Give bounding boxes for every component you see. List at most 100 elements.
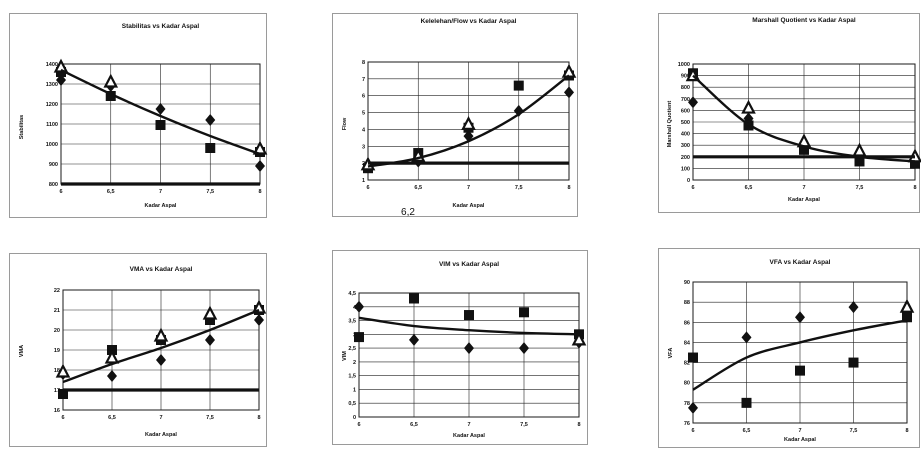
y-axis-label: Marshall Quotient xyxy=(667,101,673,148)
chart-panel-stabilitas: Stabilitas vs Kadar Aspal Kadar Aspal Stab… xyxy=(9,13,267,218)
x-tick-label: 6,5 xyxy=(414,185,422,191)
chart-panel-vim: VIM vs Kadar Aspal Kadar Aspal VIM 0 0,5 1 1,5… xyxy=(332,250,588,445)
y-tick-label: 800 xyxy=(681,85,690,91)
chart-panel-vma: VMA vs Kadar Aspal Kadar Aspal VMA 16 17 18 19… xyxy=(9,253,267,447)
y-tick-label: 6 xyxy=(362,94,365,100)
x-tick-label: 6,5 xyxy=(745,185,753,191)
x-tick-label: 6,5 xyxy=(743,428,751,434)
x-tick-label: 6 xyxy=(691,185,694,191)
y-tick-label: 0,5 xyxy=(348,401,356,407)
y-tick-label: 3 xyxy=(362,144,365,150)
x-tick-label: 7 xyxy=(802,185,805,191)
y-tick-label: 0 xyxy=(687,178,690,184)
chart-svg: Stabilitas vs Kadar Aspal Kadar Aspal Stab… xyxy=(10,14,268,219)
x-tick-label: 7,5 xyxy=(850,428,858,434)
point-square xyxy=(156,120,166,130)
x-tick-label: 7 xyxy=(467,185,470,191)
x-tick-label: 8 xyxy=(258,189,261,195)
y-tick-label: 78 xyxy=(684,401,690,407)
point-square xyxy=(354,332,364,342)
chart-svg: Marshall Quotient vs Kadar Aspal Kadar As… xyxy=(659,14,921,214)
chart-svg: VIM vs Kadar Aspal Kadar Aspal VIM 0 0,5 1 1,5… xyxy=(333,251,589,446)
y-tick-label: 84 xyxy=(684,340,691,346)
y-tick-label: 100 xyxy=(681,166,690,172)
point-square xyxy=(519,307,529,317)
y-axis-label: VIM xyxy=(342,351,348,361)
chart-svg: Kelelehan/Flow vs Kadar Aspal Kadar Aspal… xyxy=(333,14,579,218)
x-tick-label: 7,5 xyxy=(520,422,528,428)
x-tick-label: 8 xyxy=(913,185,916,191)
x-axis-label: Kadar Aspal xyxy=(145,203,177,209)
x-tick-label: 6,5 xyxy=(107,189,115,195)
point-square xyxy=(409,294,419,304)
x-axis-label: Kadar Aspal xyxy=(145,432,177,438)
y-tick-label: 0 xyxy=(353,415,356,421)
chart-title: VIM vs Kadar Aspal xyxy=(439,261,499,268)
chart-title: Kelelehan/Flow vs Kadar Aspal xyxy=(421,18,517,25)
chart-title: Marshall Quotient vs Kadar Aspal xyxy=(752,17,856,24)
x-tick-label: 7 xyxy=(159,415,162,421)
y-tick-label: 200 xyxy=(681,155,690,161)
y-tick-label: 88 xyxy=(684,300,690,306)
x-tick-label: 6 xyxy=(691,428,694,434)
y-tick-label: 86 xyxy=(684,320,690,326)
y-tick-label: 400 xyxy=(681,132,690,138)
y-tick-label: 800 xyxy=(49,182,58,188)
y-tick-label: 7 xyxy=(362,77,365,83)
y-tick-label: 19 xyxy=(54,348,60,354)
x-axis-label: Kadar Aspal xyxy=(788,197,820,203)
y-axis-label: VFA xyxy=(668,348,674,359)
y-tick-label: 600 xyxy=(681,108,690,114)
x-tick-label: 6 xyxy=(357,422,360,428)
y-tick-label: 80 xyxy=(684,381,690,387)
x-tick-label: 8 xyxy=(577,422,580,428)
x-tick-label: 6 xyxy=(59,189,62,195)
x-tick-label: 7 xyxy=(798,428,801,434)
y-tick-label: 16 xyxy=(54,408,60,414)
point-square xyxy=(742,398,752,408)
x-axis-label: Kadar Aspal xyxy=(453,203,485,209)
y-tick-label: 500 xyxy=(681,120,690,126)
y-tick-label: 1000 xyxy=(46,142,58,148)
y-tick-label: 5 xyxy=(362,111,365,117)
x-tick-label: 7 xyxy=(159,189,162,195)
point-square xyxy=(795,366,805,376)
x-tick-label: 8 xyxy=(905,428,908,434)
y-tick-label: 4,5 xyxy=(348,291,356,297)
chart-panel-flow: Kelelehan/Flow vs Kadar Aspal Kadar Aspal… xyxy=(332,13,578,217)
x-tick-label: 6 xyxy=(366,185,369,191)
y-tick-label: 21 xyxy=(54,308,60,314)
y-tick-label: 20 xyxy=(54,328,60,334)
y-tick-label: 22 xyxy=(54,288,60,294)
x-tick-label: 6,5 xyxy=(108,415,116,421)
y-tick-label: 90 xyxy=(684,280,690,286)
point-square xyxy=(688,353,698,363)
y-tick-label: 900 xyxy=(49,162,58,168)
x-tick-label: 7,5 xyxy=(856,185,864,191)
annotation-text: 6,2 xyxy=(401,207,415,218)
y-tick-label: 300 xyxy=(681,143,690,149)
y-tick-label: 76 xyxy=(684,421,690,427)
chart-panel-vfa: VFA vs Kadar Aspal Kadar Aspal VFA 76 78 80 82… xyxy=(658,248,920,448)
y-tick-label: 1,5 xyxy=(348,374,356,380)
y-tick-label: 1200 xyxy=(46,102,58,108)
chart-svg: VMA vs Kadar Aspal Kadar Aspal VMA 16 17 18 19… xyxy=(10,254,268,448)
x-tick-label: 6 xyxy=(61,415,64,421)
y-tick-label: 1 xyxy=(353,387,356,393)
x-axis-label: Kadar Aspal xyxy=(453,433,485,439)
x-tick-label: 7,5 xyxy=(515,185,523,191)
point-square xyxy=(464,310,474,320)
y-tick-label: 2 xyxy=(353,360,356,366)
y-axis-label: Stabilitas xyxy=(19,115,25,139)
y-axis-label: Flow xyxy=(342,117,348,130)
x-tick-label: 7 xyxy=(467,422,470,428)
x-tick-label: 7,5 xyxy=(206,415,214,421)
point-square xyxy=(205,143,215,153)
chart-title: VMA vs Kadar Aspal xyxy=(130,266,193,273)
y-tick-label: 4 xyxy=(362,127,366,133)
x-tick-label: 6,5 xyxy=(410,422,418,428)
chart-title: Stabilitas vs Kadar Aspal xyxy=(122,23,200,30)
y-tick-label: 1100 xyxy=(46,122,58,128)
y-tick-label: 3,5 xyxy=(348,319,356,325)
